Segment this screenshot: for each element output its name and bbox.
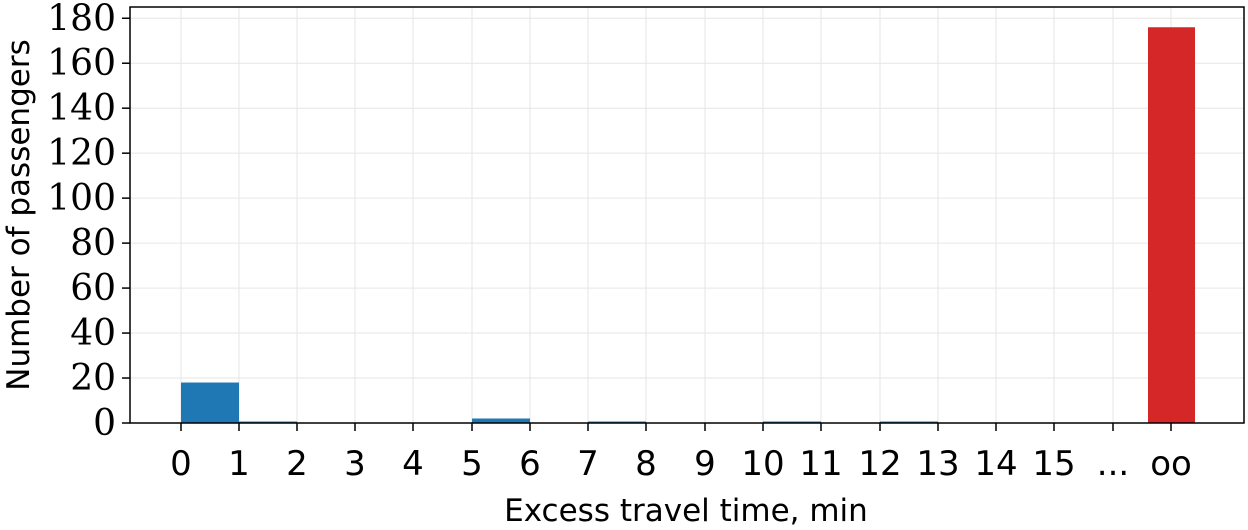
x-tick-label: 3 (344, 444, 366, 484)
x-tick-label: 11 (799, 444, 842, 484)
x-tick-label: 13 (916, 444, 959, 484)
x-tick-label: 10 (741, 444, 784, 484)
x-tick-label: 1 (228, 444, 250, 484)
y-tick-label: 120 (47, 133, 116, 174)
x-tick-label: 12 (858, 444, 901, 484)
x-axis-ticks: 0 1 2 3 4 5 6 7 8 9 10 11 12 13 14 15... oo (170, 423, 1192, 484)
x-axis-label: Excess travel time, min (504, 493, 868, 529)
y-tick-label: 180 (47, 0, 116, 39)
x-tick-label: oo (1150, 444, 1192, 484)
y-axis-label: Number of passengers (1, 39, 37, 390)
y-tick-label: 80 (70, 223, 116, 264)
y-tick-label: 160 (47, 43, 116, 84)
bars (181, 27, 1195, 423)
y-tick-label: 140 (47, 88, 116, 129)
x-tick-label: 9 (694, 444, 716, 484)
x-tick-label: ... (1097, 444, 1129, 484)
y-tick-label: 0 (93, 403, 116, 444)
y-tick-label: 60 (70, 268, 116, 309)
x-tick-label: 14 (974, 444, 1017, 484)
x-tick-label: 7 (577, 444, 599, 484)
x-tick-label: 15 (1032, 444, 1075, 484)
x-tick-label: 4 (402, 444, 424, 484)
y-tick-label: 40 (70, 313, 116, 354)
x-tick-label: 2 (286, 444, 308, 484)
x-tick-label: 6 (519, 444, 541, 484)
bar (181, 382, 239, 423)
x-tick-label: 8 (635, 444, 657, 484)
bar-infinite (1148, 27, 1195, 423)
y-tick-label: 100 (47, 178, 116, 219)
x-tick-label: 0 (170, 444, 192, 484)
y-tick-label: 20 (70, 358, 116, 399)
grid-lines (130, 7, 1244, 424)
bar (472, 418, 530, 423)
plot-frame (129, 6, 1245, 424)
x-tick-label: 5 (461, 444, 483, 484)
